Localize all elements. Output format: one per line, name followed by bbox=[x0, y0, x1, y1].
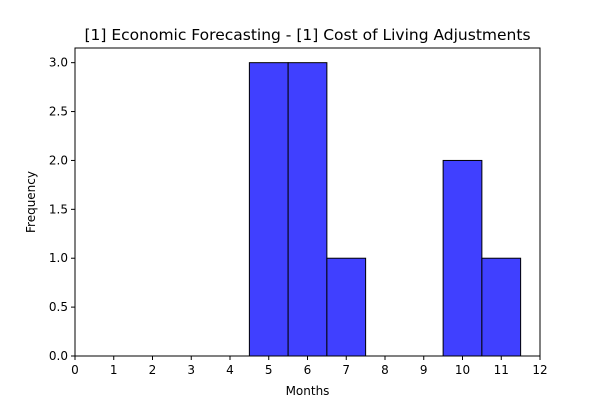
x-axis: 0 1 2 3 4 5 6 7 8 9 10 11 12 bbox=[71, 356, 548, 377]
bar-11 bbox=[481, 257, 522, 357]
y-tick-label: 2.5 bbox=[49, 105, 68, 119]
x-tick-label: 10 bbox=[455, 363, 470, 377]
x-tick-label: 11 bbox=[494, 363, 509, 377]
x-tick-label: 1 bbox=[110, 363, 118, 377]
x-tick-label: 12 bbox=[532, 363, 547, 377]
x-tick-label: 2 bbox=[149, 363, 157, 377]
x-tick-label: 9 bbox=[420, 363, 428, 377]
x-axis-label: Months bbox=[286, 384, 330, 398]
y-tick-label: 0.0 bbox=[49, 349, 68, 363]
x-tick-label: 5 bbox=[265, 363, 273, 377]
y-tick-label: 0.5 bbox=[49, 300, 68, 314]
x-tick-label: 7 bbox=[342, 363, 350, 377]
y-axis: 0.0 0.5 1.0 1.5 2.0 2.5 3.0 bbox=[49, 56, 75, 363]
bar-7 bbox=[326, 257, 367, 357]
bar-6 bbox=[287, 62, 328, 357]
bar-10 bbox=[442, 159, 483, 357]
x-tick-label: 6 bbox=[304, 363, 312, 377]
y-tick-label: 3.0 bbox=[49, 56, 68, 70]
x-tick-label: 0 bbox=[71, 363, 79, 377]
y-tick-label: 1.5 bbox=[49, 202, 68, 216]
y-axis-label: Frequency bbox=[24, 171, 38, 233]
y-tick-label: 2.0 bbox=[49, 153, 68, 167]
chart-title: [1] Economic Forecasting - [1] Cost of L… bbox=[84, 26, 530, 44]
bar-5 bbox=[248, 62, 289, 357]
bars-group bbox=[248, 62, 522, 357]
y-tick-label: 1.0 bbox=[49, 251, 68, 265]
x-tick-label: 3 bbox=[187, 363, 195, 377]
x-tick-label: 4 bbox=[226, 363, 234, 377]
x-tick-label: 8 bbox=[381, 363, 389, 377]
